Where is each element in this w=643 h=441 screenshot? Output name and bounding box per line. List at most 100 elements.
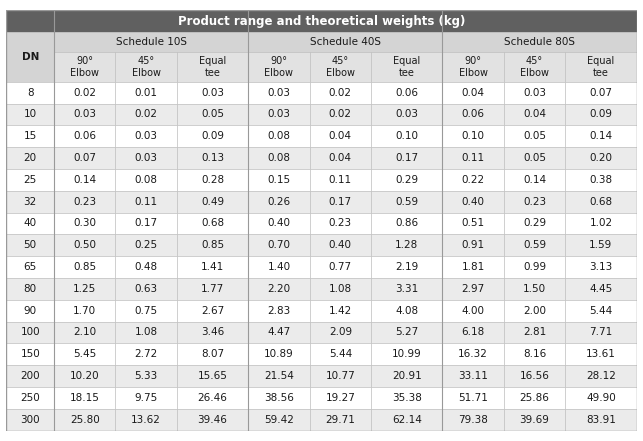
- Text: 18.15: 18.15: [69, 393, 100, 403]
- Text: 2.72: 2.72: [134, 349, 158, 359]
- Text: 90: 90: [24, 306, 37, 316]
- Text: 0.03: 0.03: [267, 109, 291, 120]
- Text: 0.14: 0.14: [523, 175, 546, 185]
- Text: 0.26: 0.26: [267, 197, 291, 207]
- Bar: [115, 82, 177, 104]
- Bar: [442, 82, 504, 104]
- Text: 26.46: 26.46: [197, 393, 228, 403]
- Bar: [371, 104, 442, 125]
- Text: 10.99: 10.99: [392, 349, 422, 359]
- Text: 10.89: 10.89: [264, 349, 294, 359]
- Bar: [248, 387, 310, 409]
- Bar: [6, 256, 54, 278]
- Bar: [248, 52, 310, 82]
- Text: 0.10: 0.10: [395, 131, 418, 141]
- Bar: [54, 321, 115, 344]
- Bar: [504, 321, 565, 344]
- Text: 0.77: 0.77: [329, 262, 352, 272]
- Bar: [310, 191, 371, 213]
- Text: 4.47: 4.47: [267, 328, 291, 337]
- Bar: [6, 11, 637, 32]
- Bar: [6, 32, 54, 82]
- Text: 1.50: 1.50: [523, 284, 546, 294]
- Bar: [310, 104, 371, 125]
- Bar: [310, 409, 371, 430]
- Text: 90°
Elbow: 90° Elbow: [264, 56, 293, 78]
- Bar: [442, 387, 504, 409]
- Text: 0.40: 0.40: [329, 240, 352, 250]
- Bar: [442, 52, 504, 82]
- Text: 8.07: 8.07: [201, 349, 224, 359]
- Text: 80: 80: [24, 284, 37, 294]
- Bar: [565, 256, 637, 278]
- Bar: [504, 300, 565, 321]
- Bar: [248, 147, 310, 169]
- Bar: [177, 125, 248, 147]
- Text: 20.91: 20.91: [392, 371, 422, 381]
- Text: 1.59: 1.59: [589, 240, 613, 250]
- Text: 3.13: 3.13: [589, 262, 613, 272]
- Text: 0.03: 0.03: [134, 153, 158, 163]
- Text: 200: 200: [21, 371, 40, 381]
- Bar: [442, 344, 504, 365]
- Bar: [371, 147, 442, 169]
- Text: 0.02: 0.02: [329, 109, 352, 120]
- Text: 0.04: 0.04: [462, 88, 485, 98]
- Bar: [310, 52, 371, 82]
- Text: 0.23: 0.23: [329, 218, 352, 228]
- Text: 39.69: 39.69: [520, 415, 550, 425]
- Text: 3.46: 3.46: [201, 328, 224, 337]
- Bar: [442, 191, 504, 213]
- Bar: [115, 191, 177, 213]
- Bar: [504, 387, 565, 409]
- Text: Equal
tee: Equal tee: [587, 56, 615, 78]
- Text: 6.18: 6.18: [462, 328, 485, 337]
- Text: 0.29: 0.29: [395, 175, 418, 185]
- Text: 0.06: 0.06: [462, 109, 485, 120]
- Text: 4.08: 4.08: [395, 306, 418, 316]
- Bar: [248, 32, 442, 52]
- Text: 0.07: 0.07: [73, 153, 96, 163]
- Text: 28.12: 28.12: [586, 371, 616, 381]
- Bar: [310, 256, 371, 278]
- Text: 25.80: 25.80: [70, 415, 100, 425]
- Text: 0.14: 0.14: [590, 131, 613, 141]
- Text: 0.29: 0.29: [523, 218, 546, 228]
- Bar: [248, 82, 310, 104]
- Text: 1.81: 1.81: [462, 262, 485, 272]
- Bar: [565, 409, 637, 430]
- Bar: [442, 213, 504, 234]
- Text: 0.48: 0.48: [134, 262, 158, 272]
- Text: 5.45: 5.45: [73, 349, 96, 359]
- Text: DN: DN: [21, 52, 39, 62]
- Text: 1.40: 1.40: [267, 262, 291, 272]
- Text: 0.22: 0.22: [462, 175, 485, 185]
- Bar: [371, 213, 442, 234]
- Bar: [115, 234, 177, 256]
- Bar: [6, 104, 54, 125]
- Text: 1.77: 1.77: [201, 284, 224, 294]
- Text: 0.06: 0.06: [73, 131, 96, 141]
- Bar: [115, 169, 177, 191]
- Text: 0.11: 0.11: [462, 153, 485, 163]
- Text: 0.99: 0.99: [523, 262, 546, 272]
- Text: 1.41: 1.41: [201, 262, 224, 272]
- Text: 0.08: 0.08: [267, 153, 291, 163]
- Bar: [6, 169, 54, 191]
- Bar: [248, 191, 310, 213]
- Text: 38.56: 38.56: [264, 393, 294, 403]
- Bar: [310, 300, 371, 321]
- Bar: [504, 365, 565, 387]
- Bar: [115, 52, 177, 82]
- Text: 2.19: 2.19: [395, 262, 419, 272]
- Bar: [177, 321, 248, 344]
- Text: 0.40: 0.40: [462, 197, 485, 207]
- Bar: [54, 82, 115, 104]
- Bar: [115, 321, 177, 344]
- Text: 0.03: 0.03: [201, 88, 224, 98]
- Text: 0.03: 0.03: [395, 109, 418, 120]
- Bar: [177, 300, 248, 321]
- Text: 1.28: 1.28: [395, 240, 419, 250]
- Bar: [54, 300, 115, 321]
- Text: Product range and theoretical weights (kg): Product range and theoretical weights (k…: [178, 15, 465, 28]
